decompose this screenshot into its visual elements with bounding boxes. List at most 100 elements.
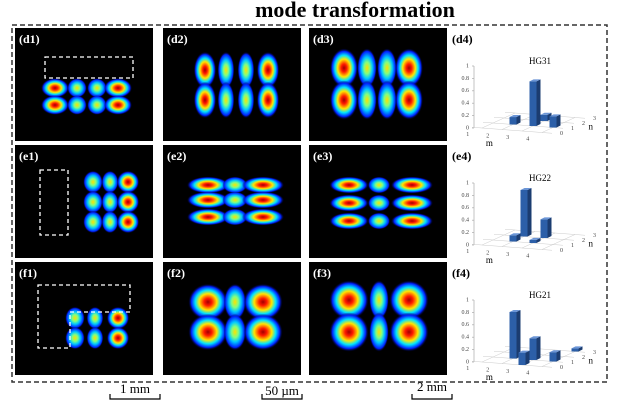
beam-spot	[65, 307, 85, 329]
bar	[541, 217, 552, 238]
beam-spot	[67, 95, 87, 115]
m-axis-label: m	[486, 138, 493, 148]
beam-spot	[368, 177, 390, 194]
bar-side	[557, 114, 561, 127]
y-tick-label: 0.2	[462, 230, 470, 236]
n-tick-label: 0	[560, 365, 563, 371]
beam-spot	[395, 80, 423, 119]
beam-spot	[117, 171, 139, 193]
y-tick-label: 0.6	[462, 88, 470, 94]
m-tick-label: 1	[466, 366, 469, 372]
panel-label: (f3)	[313, 266, 331, 280]
beam-spot	[389, 312, 428, 351]
beam-spot	[87, 95, 107, 115]
n-tick-label: 0	[560, 131, 563, 137]
beam-spot	[242, 192, 284, 209]
chart-label: (e4)	[452, 149, 471, 163]
scale-label: 2 mm	[417, 379, 447, 394]
figure-title: mode transformation	[255, 0, 455, 22]
beam-spot	[104, 78, 132, 98]
beam-spot	[242, 177, 284, 194]
bar	[510, 233, 521, 241]
beam-spot	[117, 211, 139, 233]
y-tick-label: 0.4	[462, 218, 470, 224]
bar-front	[550, 352, 557, 361]
beam-spot	[83, 211, 103, 233]
beam-spot	[102, 211, 119, 233]
scale-label: 50 µm	[265, 383, 299, 398]
beam-panel: (d1)	[15, 28, 153, 141]
beam-spot	[330, 80, 358, 119]
beam-panel: (d3)	[309, 28, 447, 141]
beam-spot	[87, 327, 104, 349]
beam-spot	[329, 213, 368, 230]
beam-spot	[243, 314, 282, 350]
bar-front	[541, 219, 548, 238]
bar-side	[537, 79, 541, 126]
floor-grid	[472, 127, 552, 133]
beam-panel: (f3)	[309, 262, 447, 375]
bar-side	[528, 188, 532, 237]
beam-spot	[188, 314, 227, 350]
bar-front	[572, 348, 579, 351]
m-axis-label: m	[486, 255, 493, 265]
m-tick-label: 1	[466, 249, 469, 255]
beam-spot	[368, 213, 390, 230]
beam-spot	[329, 312, 368, 351]
bar-front	[550, 116, 557, 127]
m-tick-label: 4	[526, 253, 529, 259]
beam-spot	[67, 78, 87, 98]
n-tick-label: 0	[560, 248, 563, 254]
beam-spot	[329, 195, 368, 212]
beam-spot	[368, 195, 390, 212]
panel-label: (d3)	[313, 32, 334, 46]
n-tick-label: 3	[593, 350, 596, 356]
bar	[530, 79, 541, 126]
beam-spot	[391, 177, 433, 194]
bar-front	[521, 190, 528, 237]
n-tick-label: 2	[582, 121, 585, 127]
panel-label: (e3)	[313, 149, 332, 163]
bar-front	[530, 338, 537, 360]
beam-spot	[65, 327, 85, 349]
m-axis-label: m	[486, 372, 493, 382]
bar-side	[526, 351, 530, 365]
beam-spot	[391, 195, 433, 212]
chart-label: (f4)	[452, 266, 470, 280]
m-tick-label: 1	[466, 132, 469, 138]
scale-bar-line	[412, 394, 452, 399]
beam-panel: (e3)	[309, 145, 447, 258]
beam-spot	[391, 213, 433, 230]
beam-spot	[107, 327, 129, 349]
y-tick-label: 0.6	[462, 322, 470, 328]
m-tick-label: 4	[526, 136, 529, 142]
bar-front	[530, 81, 537, 126]
panel-label: (f2)	[167, 266, 185, 280]
y-tick-label: 1	[466, 180, 469, 186]
n-tick-label: 2	[582, 238, 585, 244]
beam-panel: (e1)	[15, 145, 153, 258]
bar	[550, 350, 561, 361]
y-tick-label: 0.8	[462, 310, 470, 316]
y-tick-label: 0.8	[462, 193, 470, 199]
beam-panel: (d2)	[163, 28, 301, 141]
panel-label: (f1)	[19, 266, 37, 280]
panel-label: (d2)	[167, 32, 188, 46]
bar	[572, 346, 583, 351]
n-tick-label: 3	[593, 116, 596, 122]
bar-side	[517, 310, 521, 359]
floor-grid	[472, 244, 552, 250]
floor-grid	[472, 361, 552, 367]
bar-side	[548, 217, 552, 238]
n-tick-label: 1	[571, 126, 574, 132]
beam-spot	[242, 209, 284, 226]
bar	[521, 188, 532, 237]
beam-spot	[41, 78, 69, 98]
beam-spot	[104, 95, 132, 115]
beam-spot	[194, 82, 216, 118]
bar-front	[510, 117, 517, 124]
beam-spot	[83, 171, 103, 193]
bar-front	[519, 353, 526, 365]
bar-front	[510, 235, 517, 241]
m-tick-label: 3	[506, 369, 509, 375]
